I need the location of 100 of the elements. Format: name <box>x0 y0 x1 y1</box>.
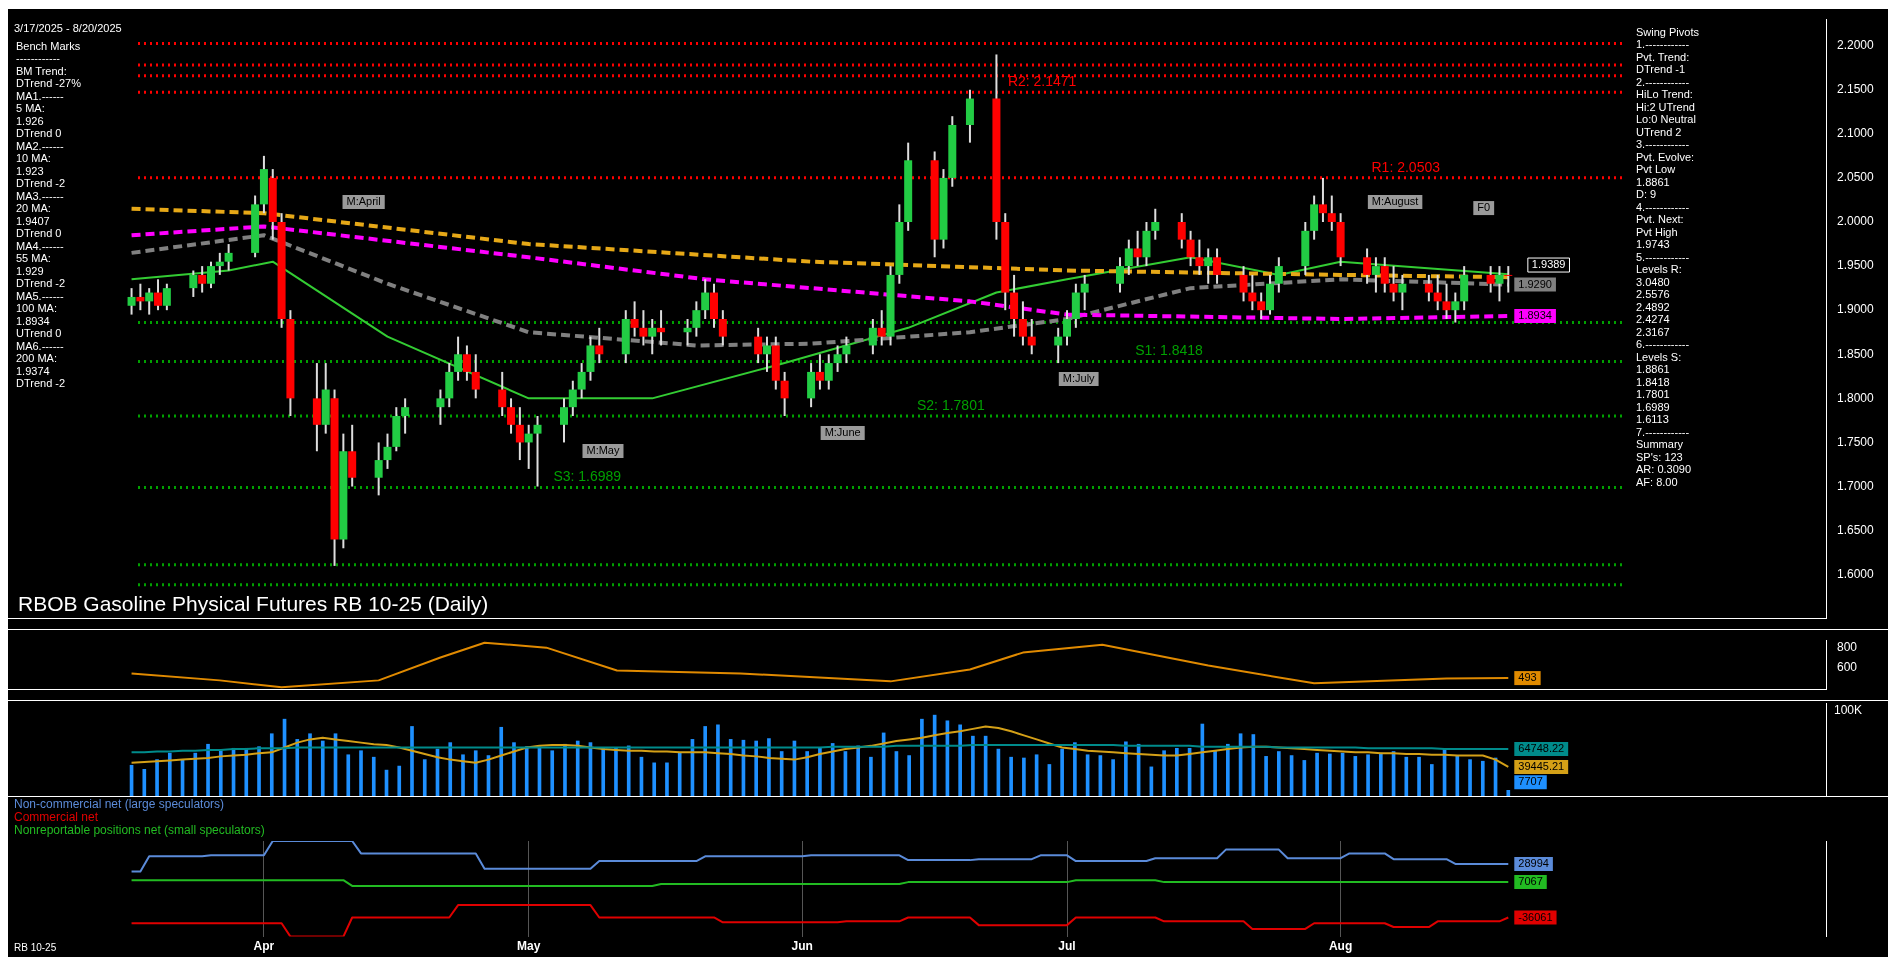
bar <box>1073 742 1077 796</box>
data-label: 1.9290 <box>1518 277 1552 290</box>
candlestick <box>1151 207 1160 241</box>
bar <box>295 739 300 796</box>
bar <box>1378 752 1383 796</box>
y-tick-label: 1.7000 <box>1837 478 1875 493</box>
data-label: 493 <box>1518 671 1537 684</box>
candlestick <box>224 243 233 272</box>
bar <box>155 759 159 796</box>
candlestick <box>436 388 445 426</box>
text: Nonreportable positions net (small speculators) <box>14 823 265 838</box>
annotation: F0 <box>1477 201 1491 214</box>
bar <box>1480 760 1485 796</box>
annotation: 7067 <box>1518 875 1543 888</box>
bar <box>1353 756 1358 796</box>
x-tick-label: Aug <box>1328 939 1353 954</box>
y-tick-label: 2.2000 <box>1837 37 1875 52</box>
x-tick-label: Jul <box>1058 939 1076 954</box>
bar <box>410 726 414 796</box>
candlestick <box>145 287 154 316</box>
bar <box>1111 759 1115 796</box>
bar <box>869 756 873 796</box>
annotation: -36061 <box>1518 910 1553 923</box>
candlestick <box>1213 247 1222 285</box>
bar <box>818 747 822 796</box>
annotation: M:April <box>346 195 381 208</box>
candlestick <box>401 397 410 435</box>
candlestick <box>577 362 586 400</box>
y-tick-label: 800 <box>1837 639 1858 654</box>
candlestick <box>524 423 533 470</box>
candlestick <box>198 265 207 294</box>
bar <box>142 768 147 796</box>
bar <box>958 724 962 796</box>
candlestick <box>1186 229 1195 268</box>
bar <box>359 750 363 796</box>
bar <box>677 752 682 796</box>
candlestick <box>639 309 648 347</box>
text: 39445.21 <box>1518 759 1565 772</box>
bar <box>767 738 771 796</box>
annotation: M:June <box>824 425 861 438</box>
bar <box>614 747 618 796</box>
ref-line-label: S1: 1.8418 <box>1135 342 1204 359</box>
bar <box>1022 757 1026 796</box>
annotation: 1.9389 <box>1531 258 1566 271</box>
y-tick-label: 2.1000 <box>1837 126 1875 141</box>
candlestick <box>630 300 639 338</box>
candlestick <box>868 318 877 356</box>
candlestick <box>127 287 136 316</box>
bar <box>754 740 759 796</box>
bar <box>1175 747 1179 796</box>
bar <box>320 740 325 796</box>
candlestick <box>833 344 842 373</box>
candlestick <box>1389 265 1398 303</box>
candlestick <box>648 318 657 356</box>
bar <box>218 750 223 796</box>
text: 64748.22 <box>1518 742 1565 755</box>
candlestick <box>162 282 171 312</box>
bar <box>779 751 784 796</box>
bar <box>1213 750 1217 796</box>
bar <box>371 756 376 796</box>
x-tick-label: May <box>517 939 541 954</box>
bar <box>1162 750 1166 796</box>
candlestick <box>462 344 471 382</box>
candlestick <box>1177 212 1186 250</box>
candlestick <box>507 397 516 435</box>
y-tick-label: 1.9000 <box>1837 302 1875 317</box>
bar <box>1366 754 1370 796</box>
bar <box>1277 751 1281 796</box>
candlestick <box>1257 291 1266 320</box>
bar <box>971 735 975 796</box>
candlestick <box>383 432 392 470</box>
annotation: M:August <box>1371 195 1419 208</box>
text: Bench Marks ------------ BM Trend: DTrend -27% MA1.------ 5 MA: 1.926 DTrend 0 MA2.------ 10 MA: 1.923 DTrend -2 MA3.------ 20 MA: 1.9407 DTrend 0 MA4.------ 55 MA: 1.929 DTrend -2 MA5.------ 100 MA: 1.8934 UTrend 0 MA6.------ 200 MA: 1.9374 DTrend -2 <box>16 39 82 390</box>
candlestick <box>471 353 480 400</box>
candlestick <box>842 335 851 365</box>
bar <box>1124 741 1128 796</box>
candlestick <box>754 326 763 365</box>
bar <box>397 765 402 796</box>
candlestick <box>1204 247 1213 285</box>
bar <box>193 752 198 796</box>
candlestick <box>683 318 692 347</box>
bar <box>524 746 529 796</box>
text: 7707 <box>1518 775 1543 788</box>
candlestick <box>515 406 524 462</box>
candlestick <box>154 278 163 312</box>
bar <box>575 740 580 796</box>
bar <box>1417 756 1421 796</box>
candlestick <box>1504 265 1513 294</box>
candlestick <box>1424 273 1433 303</box>
bar <box>461 754 465 796</box>
candlestick <box>533 414 542 488</box>
bar <box>1328 753 1332 796</box>
candlestick <box>1451 291 1460 324</box>
bar <box>167 752 172 796</box>
candlestick <box>1274 256 1283 294</box>
candlestick <box>824 353 833 391</box>
bar <box>550 750 555 796</box>
candlestick <box>1363 247 1372 285</box>
bar <box>601 747 606 796</box>
candlestick <box>1080 273 1089 312</box>
